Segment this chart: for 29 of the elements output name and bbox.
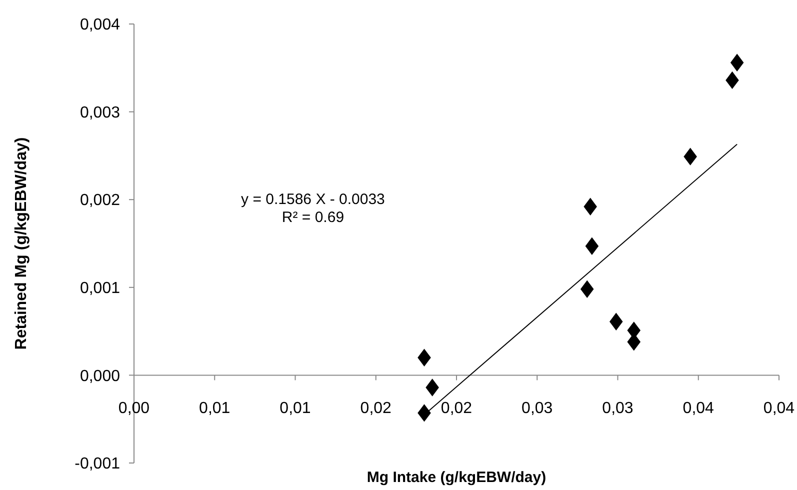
point xyxy=(418,404,431,422)
point xyxy=(609,312,623,330)
x-tick-label: 0,03 xyxy=(522,400,553,418)
point xyxy=(584,198,597,216)
point xyxy=(585,237,599,255)
point xyxy=(580,280,594,298)
y-tick-label: -0,001 xyxy=(74,456,120,473)
annotation: y = 0.1586 X - 0.0033 xyxy=(241,190,385,208)
x-tick-label: 0,02 xyxy=(360,400,392,418)
y-tick-label: 0,002 xyxy=(80,192,120,210)
x-tick-label: 0,01 xyxy=(199,400,230,418)
x-tick-label: 0,03 xyxy=(602,400,634,418)
x-tick-label: 0,00 xyxy=(118,400,150,418)
y-tick-label: 0,003 xyxy=(80,104,120,122)
y-axis-title: Retained Mg (g/kgEBW/day) xyxy=(13,137,30,350)
x-tick-label: 0,04 xyxy=(763,400,795,418)
x-axis-title: Mg Intake (g/kgEBW/day) xyxy=(366,469,546,486)
point xyxy=(426,378,439,396)
y-tick-label: 0,001 xyxy=(80,280,120,297)
point xyxy=(726,71,739,90)
x-tick-label: 0,02 xyxy=(440,400,472,418)
point xyxy=(418,348,431,366)
annotation: R² = 0.69 xyxy=(282,208,344,226)
y-tick-label: 0,004 xyxy=(80,16,120,34)
y-tick-label: 0,000 xyxy=(80,368,120,385)
x-tick-label: 0,01 xyxy=(280,400,311,418)
point xyxy=(730,54,744,72)
point xyxy=(684,148,697,166)
x-tick-label: 0,04 xyxy=(682,400,714,418)
